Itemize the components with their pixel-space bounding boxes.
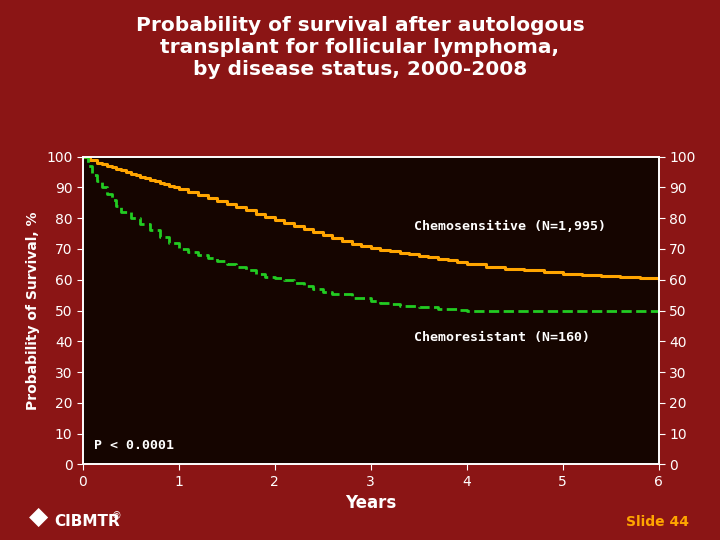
Text: Probability of survival after autologous
transplant for follicular lymphoma,
by : Probability of survival after autologous… xyxy=(135,16,585,79)
Text: Chemosensitive (N=1,995): Chemosensitive (N=1,995) xyxy=(414,220,606,233)
Text: ◆: ◆ xyxy=(29,505,48,529)
Text: ®: ® xyxy=(112,511,122,521)
Text: Slide 44: Slide 44 xyxy=(626,515,690,529)
Text: P < 0.0001: P < 0.0001 xyxy=(94,439,174,452)
Y-axis label: Probability of Survival, %: Probability of Survival, % xyxy=(27,211,40,410)
Text: CIBMTR: CIBMTR xyxy=(54,514,120,529)
X-axis label: Years: Years xyxy=(345,495,397,512)
Text: Chemoresistant (N=160): Chemoresistant (N=160) xyxy=(414,331,590,345)
